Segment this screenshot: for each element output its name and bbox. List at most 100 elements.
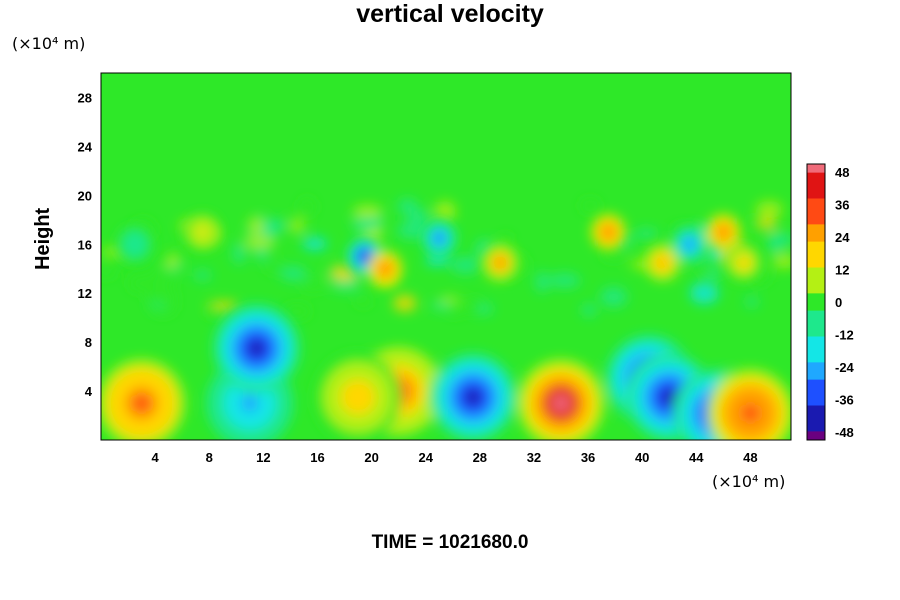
turbulence-cell bbox=[128, 275, 152, 291]
turbulence-cell bbox=[248, 216, 265, 235]
x-axis-ticks: 4 8 12 16 20 24 28 32 36 40 44 48 bbox=[152, 450, 758, 465]
colorbar-segment bbox=[807, 233, 825, 243]
plot-frame bbox=[100, 72, 792, 441]
turbulence-cell bbox=[165, 254, 179, 269]
y-axis-ticks: 4 8 12 16 20 24 28 bbox=[78, 90, 93, 399]
turbulence-cell bbox=[264, 263, 284, 272]
x-axis-unit: (×10⁴ m) bbox=[712, 472, 786, 491]
y-tick-label: 20 bbox=[78, 188, 92, 203]
x-tick-label: 40 bbox=[635, 450, 649, 465]
turbulence-cell bbox=[407, 209, 430, 224]
colorbar-segment bbox=[807, 319, 825, 329]
y-tick-label: 8 bbox=[85, 335, 92, 350]
velocity-feature bbox=[421, 219, 457, 257]
colorbar-segment bbox=[807, 198, 825, 208]
feature-contour bbox=[361, 252, 369, 261]
colorbar-segment bbox=[807, 396, 825, 406]
colorbar-segment bbox=[807, 241, 825, 251]
colorbar-tick-label: -12 bbox=[835, 328, 854, 343]
turbulence-cell bbox=[535, 271, 549, 293]
feature-contour bbox=[381, 265, 389, 273]
colorbar-segment bbox=[807, 362, 825, 372]
feature-contour bbox=[658, 258, 666, 267]
turbulence-cell bbox=[302, 279, 326, 291]
turbulence-cell bbox=[746, 217, 761, 229]
turbulence-cell bbox=[450, 256, 481, 274]
y-tick-label: 4 bbox=[85, 384, 93, 399]
colorbar-segment bbox=[807, 431, 825, 441]
turbulence-cell bbox=[448, 299, 464, 317]
colorbar-tick-label: 24 bbox=[835, 230, 850, 245]
x-tick-label: 48 bbox=[743, 450, 757, 465]
velocity-feature bbox=[644, 244, 681, 281]
velocity-feature bbox=[184, 213, 221, 251]
turbulence-cell bbox=[299, 198, 315, 216]
x-tick-label: 4 bbox=[152, 450, 160, 465]
turbulence-cell bbox=[302, 237, 328, 251]
colorbar-tick-label: 48 bbox=[835, 165, 849, 180]
feature-contour bbox=[349, 388, 367, 406]
feature-contour bbox=[660, 388, 678, 406]
y-tick-label: 12 bbox=[78, 286, 92, 301]
turbulence-cell bbox=[193, 270, 212, 281]
colorbar-segment bbox=[807, 414, 825, 424]
turbulence-cell bbox=[755, 201, 783, 218]
feature-contour bbox=[198, 228, 206, 236]
turbulence-cell bbox=[634, 228, 659, 239]
colorbar-tick-label: 12 bbox=[835, 263, 849, 278]
x-tick-label: 16 bbox=[310, 450, 324, 465]
velocity-feature bbox=[726, 244, 762, 281]
time-label: TIME = 1021680.0 bbox=[371, 532, 529, 553]
velocity-feature bbox=[671, 225, 708, 263]
velocity-feature bbox=[101, 359, 185, 440]
velocity-feature bbox=[517, 359, 605, 440]
turbulence-cell bbox=[393, 294, 417, 312]
velocity-feature bbox=[705, 213, 741, 251]
colorbar-segment bbox=[807, 388, 825, 398]
colorbar: 48 36 24 12 0 -12 -24 -36 -48 bbox=[806, 163, 855, 441]
y-tick-label: 16 bbox=[78, 237, 92, 252]
x-tick-label: 28 bbox=[473, 450, 487, 465]
turbulence-cell bbox=[329, 265, 358, 282]
turbulence-cell bbox=[145, 286, 177, 306]
feature-contour bbox=[604, 228, 612, 236]
velocity-feature bbox=[429, 353, 517, 440]
colorbar-frame bbox=[806, 163, 826, 441]
turbulence-cell bbox=[466, 298, 482, 314]
colorbar-segment bbox=[807, 181, 825, 191]
turbulence-cell bbox=[580, 199, 600, 213]
velocity-feature bbox=[367, 250, 403, 288]
turbulence-cell bbox=[101, 267, 117, 277]
turbulence-cell bbox=[744, 296, 759, 307]
colorbar-segment bbox=[807, 284, 825, 294]
colorbar-tick-label: -36 bbox=[835, 393, 854, 408]
x-tick-label: 12 bbox=[256, 450, 270, 465]
turbulence-cell bbox=[600, 287, 628, 308]
colorbar-tick-label: 36 bbox=[835, 198, 849, 213]
feature-contour bbox=[241, 394, 259, 413]
colorbar-segment bbox=[807, 327, 825, 337]
feature-contour bbox=[464, 388, 482, 406]
plot-area bbox=[101, 73, 791, 440]
colorbar-segment bbox=[807, 353, 825, 363]
feature-contour bbox=[132, 394, 151, 413]
y-tick-label: 24 bbox=[78, 139, 93, 154]
turbulence-cell bbox=[262, 218, 287, 233]
turbulence-cell bbox=[705, 269, 723, 278]
velocity-feature bbox=[117, 225, 153, 263]
colorbar-tick-label: 0 bbox=[835, 295, 842, 310]
colorbar-segment bbox=[807, 207, 825, 217]
turbulence-cell bbox=[767, 232, 785, 254]
colorbar-segment bbox=[807, 422, 825, 432]
turbulence-cell bbox=[424, 256, 450, 266]
x-tick-label: 36 bbox=[581, 450, 595, 465]
turbulence-cell bbox=[283, 305, 311, 318]
x-tick-label: 32 bbox=[527, 450, 541, 465]
turbulence-cell bbox=[548, 273, 581, 288]
colorbar-segment bbox=[807, 345, 825, 355]
turbulence-cell bbox=[352, 204, 383, 219]
feature-contour bbox=[496, 258, 504, 267]
y-tick-label: 28 bbox=[78, 90, 92, 105]
turbulence-cell bbox=[430, 301, 453, 311]
